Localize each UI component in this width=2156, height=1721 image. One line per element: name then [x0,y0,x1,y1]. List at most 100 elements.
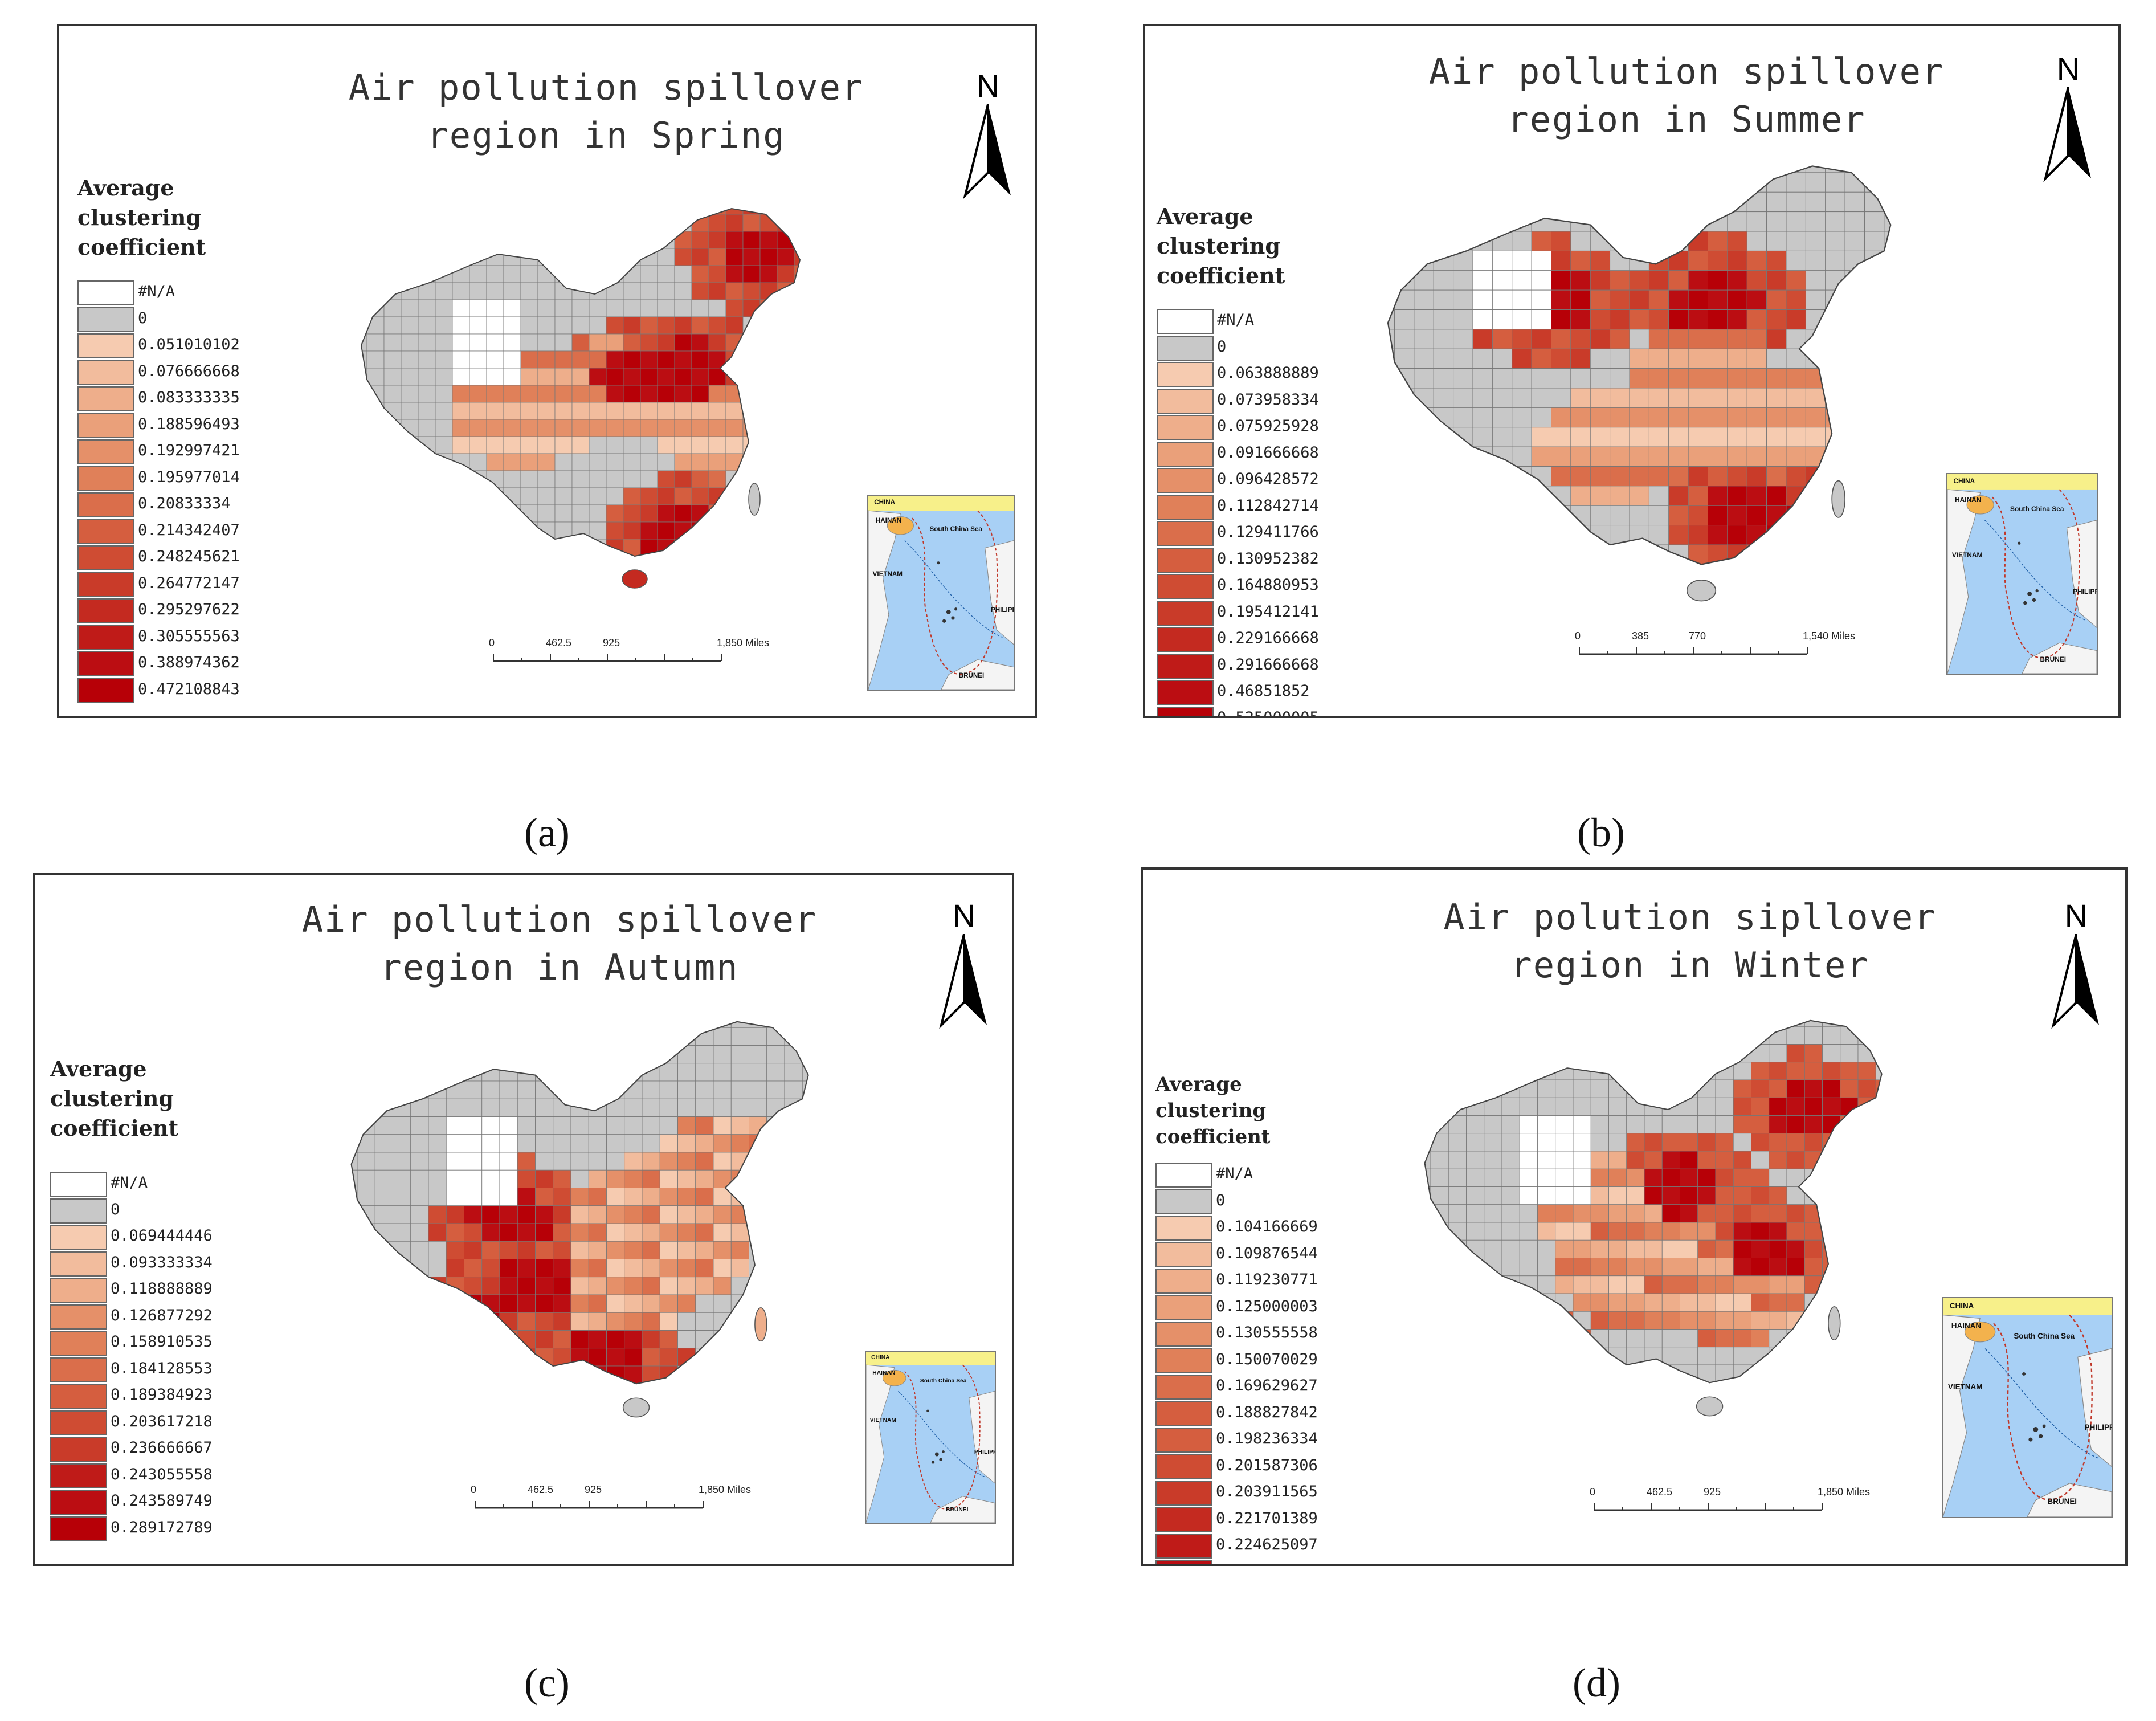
legend-swatch [1157,627,1214,652]
map-region [553,1241,571,1259]
map-region [1466,1222,1485,1241]
map-region [1359,1418,1377,1436]
map-region [1448,1329,1467,1348]
map-region [713,1383,732,1384]
legend-swatch [1155,1348,1212,1373]
map-region [820,1135,838,1152]
inset-label: CHINA [871,1354,890,1361]
map-region [1661,1044,1680,1063]
map-region [535,1277,554,1295]
map-region [820,1295,838,1312]
map-region [838,1420,856,1437]
inset-label: South China Sea [2010,504,2064,513]
map-region [520,539,538,556]
map-region [1537,1026,1556,1045]
map-region [418,556,435,573]
map-region [589,556,606,573]
map-region [838,1224,856,1241]
map-region [784,1152,803,1171]
map-region [446,1116,464,1135]
taiwan-island [748,483,761,516]
map-region [1733,1062,1751,1080]
map-region [486,214,504,232]
map-region [794,282,800,300]
map-region [1875,1186,1882,1205]
map-region [1538,1418,1555,1436]
map-region [749,1080,767,1099]
map-region [677,1223,696,1242]
inset-label: BRUNEI [958,671,985,679]
map-region [452,539,470,556]
map-region [535,1134,554,1153]
map-region [695,1383,714,1384]
map-region [435,299,453,317]
map-region [1610,309,1630,330]
map-region [1590,466,1611,487]
map-region [1590,1062,1609,1080]
map-region [811,197,828,214]
map-region [606,1277,625,1295]
map-region [517,1021,536,1028]
map-region [499,1027,518,1046]
map-region [446,1259,464,1278]
map-region [410,1223,429,1242]
map-region [640,402,658,420]
map-region [1629,270,1649,291]
map-region [1769,1133,1787,1152]
map-region [695,1365,714,1384]
map-region [1844,309,1865,330]
map-region [374,1330,393,1349]
map-region [1484,1133,1502,1152]
map-region [1473,603,1492,623]
legend-swatch [77,307,134,332]
map-region [1804,1079,1823,1098]
map-region [1433,368,1454,389]
map-region [1573,1026,1591,1045]
map-region [1697,1026,1716,1045]
map-region [1424,1382,1431,1383]
map-region [1733,1418,1751,1436]
map-region [1519,1151,1538,1169]
map-region [1394,486,1415,506]
map-region [1501,1115,1520,1134]
map-region [383,453,402,471]
map-region [588,1027,607,1046]
map-region [366,419,385,437]
map-region [1894,1258,1912,1276]
map-region [1697,1347,1716,1365]
map-region [624,1277,643,1295]
map-region [1644,1186,1663,1205]
map-region [1453,407,1473,428]
map-region [1668,166,1689,173]
map-region [1573,1186,1591,1205]
map-region [1875,1258,1882,1277]
map-region [1395,1347,1413,1365]
map-region [1414,505,1434,526]
map-region [503,316,521,335]
map-region [401,436,419,454]
map-region [1648,289,1669,310]
map-region [367,556,384,573]
map-region [1864,505,1885,526]
map-region [742,402,761,420]
map-region [589,248,607,266]
map-region [1661,1364,1680,1383]
map-region [374,1045,393,1064]
map-region [428,1294,447,1313]
map-region [554,385,573,403]
map-region [286,1099,304,1116]
map-region [659,1383,678,1384]
map-region [588,1021,607,1028]
legend-swatch [1157,706,1214,716]
map-region [517,1205,536,1224]
map-region [1629,348,1649,369]
map-region [1644,1275,1663,1294]
map-region [1424,1020,1431,1027]
map-region [410,1152,429,1171]
map-region [1466,1115,1485,1134]
map-region [286,1420,304,1437]
map-region [469,209,487,215]
map-region [1822,1275,1841,1294]
map-region [1648,172,1669,193]
map-region [374,1169,393,1188]
